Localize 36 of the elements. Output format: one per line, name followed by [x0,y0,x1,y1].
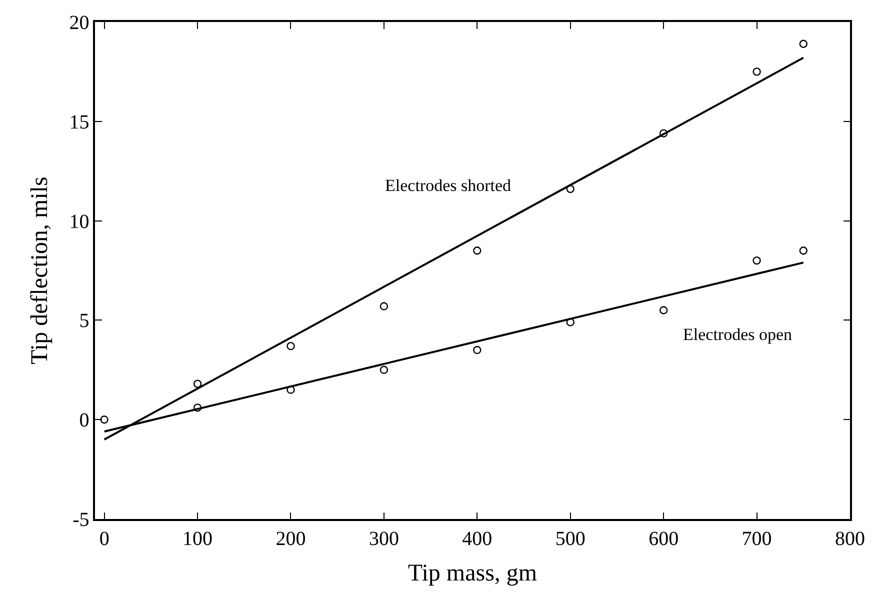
x-tick-label: 800 [835,528,865,550]
point [193,380,202,388]
point [473,246,482,255]
y-axis-title: Tip deflection, mils [26,176,53,364]
point [380,302,388,310]
series-label: Electrodes open [683,325,793,344]
point [473,346,482,354]
x-axis-title: Tip mass, gm [408,560,538,587]
point [752,256,761,265]
x-tick-label: 500 [555,528,586,550]
point [380,366,388,374]
point [286,386,295,394]
x-tick-label: 0 [99,528,110,550]
point [659,129,668,138]
point [100,416,108,424]
point [752,68,761,76]
x-tick-label: 700 [742,528,772,550]
point [286,342,295,350]
point [566,184,574,194]
y-tick-label: 20 [69,12,90,34]
y-tick-label: 10 [69,210,90,233]
x-tick-label: 300 [368,528,399,550]
x-tick-label: 100 [182,528,213,550]
point [659,306,668,314]
x-tick-label: 200 [276,528,306,550]
y-tick-label: 0 [79,410,90,432]
y-tick-label: 5 [79,310,90,332]
x-tick-label: 600 [648,528,679,550]
y-tick-label: 15 [69,111,90,134]
y-tick-label: -5 [72,509,90,531]
series-label: Electrodes shorted [385,176,512,195]
point [799,246,808,255]
x-tick-label: 400 [462,528,492,550]
point [799,40,808,48]
point [566,318,574,326]
point [193,404,202,412]
